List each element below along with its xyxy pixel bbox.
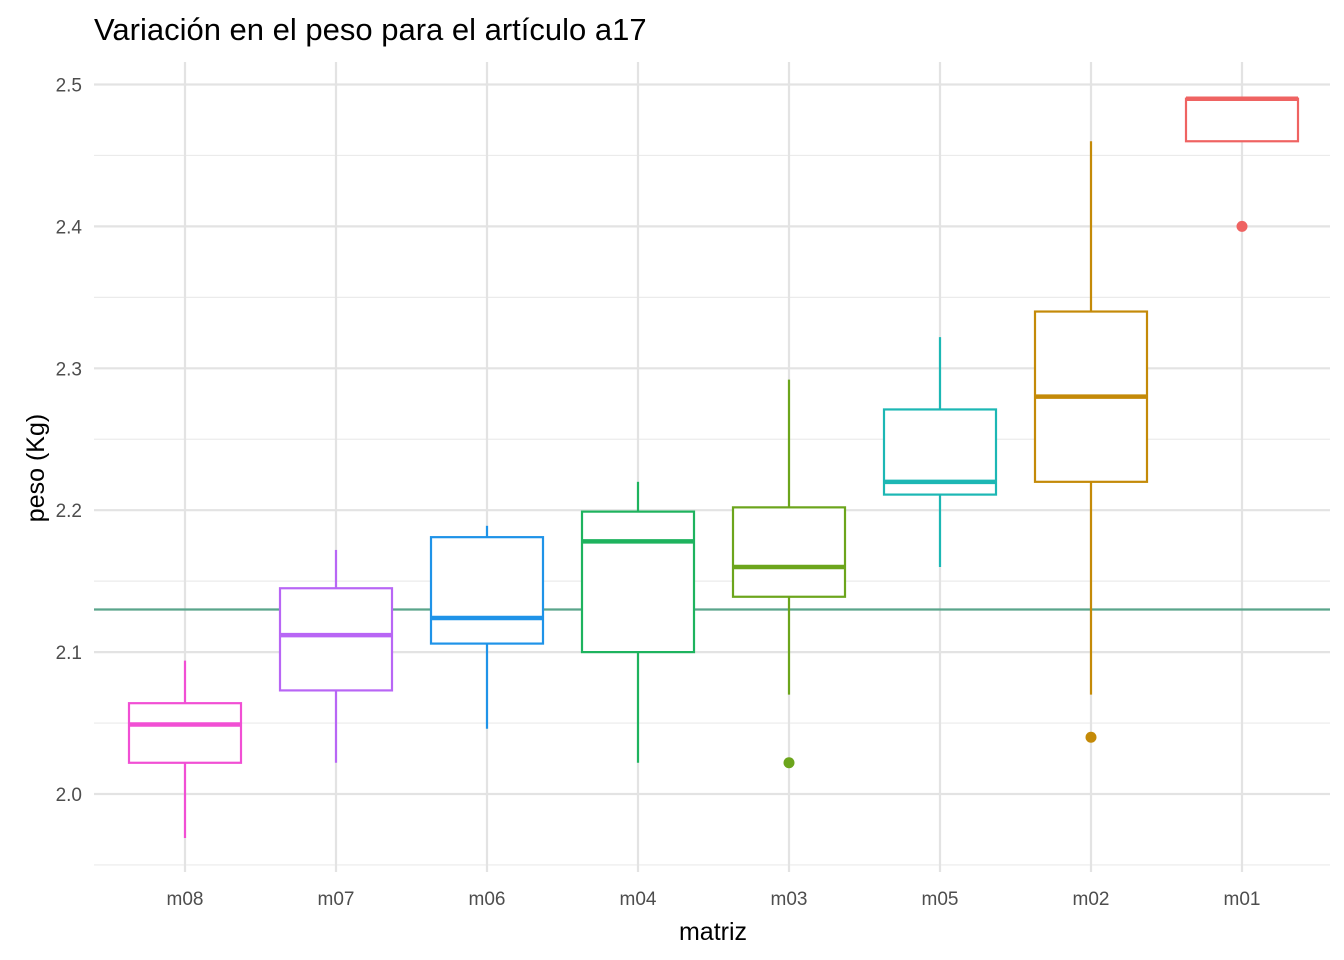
x-tick-label: m04 (620, 889, 657, 910)
box-body (1184, 97, 1300, 143)
x-tick-label: m01 (1224, 889, 1261, 910)
box-m06 (429, 525, 545, 729)
y-tick-label: 2.3 (56, 359, 82, 380)
x-tick-label: m02 (1073, 889, 1110, 910)
chart-title: Variación en el peso para el artículo a1… (94, 12, 647, 47)
y-axis-title: peso (Kg) (22, 414, 50, 522)
box-m02 (1033, 141, 1149, 743)
box-m05 (882, 337, 998, 567)
box-m03 (731, 379, 847, 769)
box-body (429, 536, 545, 645)
box-m01 (1184, 96, 1300, 232)
x-tick-label: m07 (318, 889, 355, 910)
box-m07 (278, 549, 394, 763)
y-tick-label: 2.5 (56, 76, 82, 97)
y-tick-label: 2.4 (56, 217, 83, 238)
y-tick-label: 2.0 (56, 785, 82, 806)
outlier-point (1236, 220, 1248, 232)
box-body (731, 506, 847, 598)
outlier-point (783, 757, 795, 769)
box-body (278, 587, 394, 692)
y-tick-label: 2.1 (56, 643, 82, 664)
x-tick-labels: m08 m07 m06 m04 m03 m05 m02 m01 (167, 889, 1261, 910)
x-tick-label: m06 (469, 889, 506, 910)
x-tick-label: m05 (922, 889, 959, 910)
outlier-point (1085, 731, 1097, 743)
x-axis-title: matriz (679, 918, 747, 946)
x-tick-label: m08 (167, 889, 204, 910)
box-body (580, 510, 696, 654)
y-tick-labels: 2.0 2.1 2.2 2.3 2.4 2.5 (56, 76, 83, 807)
y-tick-label: 2.2 (56, 501, 82, 522)
box-m08 (127, 660, 243, 838)
boxes (127, 96, 1300, 838)
x-tick-label: m03 (771, 889, 808, 910)
box-m04 (580, 481, 696, 763)
box-body (127, 702, 243, 764)
